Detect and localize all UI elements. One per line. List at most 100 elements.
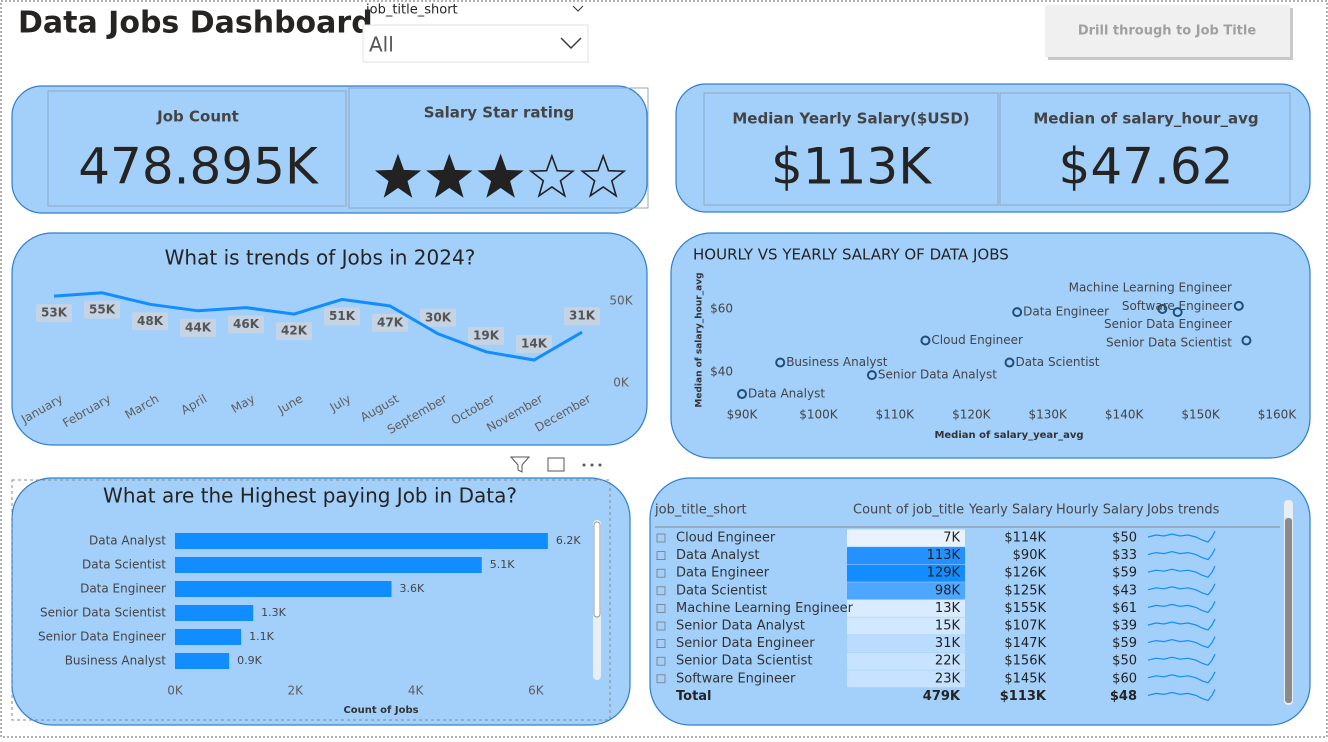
star-filled (426, 153, 473, 198)
column-header: Count of job_title (853, 503, 964, 518)
star-filled (374, 153, 422, 198)
x-tick-label: $90K (727, 408, 759, 422)
table-cell: 98K (935, 583, 961, 598)
kpi-panel (11, 85, 648, 214)
filter-dropdown[interactable] (362, 24, 589, 63)
y-tick-label: 0K (613, 376, 630, 390)
table-cell: $107K (1004, 619, 1046, 634)
table-cell: $114K (1004, 531, 1046, 546)
x-tick-label: 2K (288, 684, 305, 698)
kpi-box (47, 90, 347, 207)
sparkline (1147, 618, 1216, 631)
total-cell: Total (676, 689, 712, 704)
chart-title: What are the Highest paying Job in Data? (103, 484, 517, 508)
expand-icon (656, 568, 666, 578)
data-label: 6.2K (556, 534, 581, 547)
expand-icon (656, 604, 666, 613)
count-cell (847, 599, 965, 617)
point (866, 370, 877, 381)
dropdown-chevron[interactable] (560, 37, 582, 49)
selection-frame (11, 479, 611, 721)
bar (175, 581, 392, 597)
filter-chevron[interactable] (572, 5, 584, 12)
data-label: 47K (377, 315, 404, 329)
table-cell: Software Engineer (676, 671, 796, 686)
data-label-bg (564, 307, 600, 326)
y-tick-label: Senior Data Engineer (38, 630, 166, 644)
kpi-title: Median of salary_hour_avg (1033, 110, 1258, 128)
y-tick-label: Senior Data Scientist (40, 606, 166, 620)
data-label-bg (516, 335, 552, 354)
bar (175, 533, 548, 549)
kpi-title: Median Yearly Salary($USD) (732, 110, 969, 128)
filter-label: job_title_short (365, 3, 458, 18)
filter-value[interactable]: All (369, 33, 394, 57)
point (737, 389, 747, 400)
point-label: Software Engineer (1122, 299, 1232, 313)
column-header: Jobs trends (1146, 503, 1220, 518)
sparkline (1147, 689, 1216, 702)
kpi-panel (675, 83, 1311, 213)
dashboard-title: Data Jobs Dashboard (18, 6, 373, 41)
more-icon[interactable] (598, 463, 602, 467)
count-cell (847, 547, 965, 565)
data-label-bg (228, 315, 264, 334)
data-label: 53K (41, 306, 68, 320)
table-cell: $155K (1004, 601, 1046, 616)
x-tick-label: $140K (1105, 408, 1145, 422)
more-icon[interactable] (582, 463, 586, 467)
point-label: Data Engineer (1023, 305, 1109, 319)
data-label-bg (276, 322, 312, 341)
filter-icon[interactable] (509, 456, 531, 473)
star-empty (580, 153, 627, 198)
data-label: 0.9K (237, 654, 262, 667)
sparkline (1147, 671, 1216, 684)
sparkline (1147, 653, 1216, 666)
table-cell: Senior Data Engineer (676, 636, 815, 651)
table-cell: $125K (1004, 583, 1046, 598)
point-label: Senior Data Engineer (1104, 317, 1232, 331)
bar (175, 605, 254, 621)
chart-title: HOURLY VS YEARLY SALARY OF DATA JOBS (693, 246, 1009, 264)
count-cell (847, 529, 965, 547)
table-cell: Machine Learning Engineer (676, 601, 854, 616)
column-header: Hourly Salary (1056, 503, 1144, 518)
point-label: Machine Learning Engineer (1069, 281, 1232, 295)
y-tick-label: Business Analyst (65, 654, 167, 668)
table-cell: Senior Data Analyst (676, 619, 805, 634)
y-tick-label: Data Analyst (89, 534, 166, 548)
point-label: Cloud Engineer (931, 333, 1023, 347)
sparkline (1147, 601, 1216, 614)
x-axis-title: Count of Jobs (343, 705, 418, 716)
scrollbar-thumb[interactable] (1285, 518, 1292, 703)
data-label: 42K (281, 324, 308, 338)
table-cell: $90K (1013, 548, 1047, 563)
y-axis-title: Median of salary_hour_avg (695, 272, 705, 407)
table-cell: 31K (935, 636, 961, 651)
chart-title: What is trends of Jobs in 2024? (165, 246, 476, 270)
x-tick-label: $150K (1181, 408, 1221, 422)
drill-button-label[interactable]: Drill through to Job Title (1078, 24, 1257, 39)
drill-button[interactable] (1045, 5, 1290, 57)
scatter-panel (670, 232, 1311, 459)
star-filled (477, 153, 524, 198)
table-cell: $60 (1112, 671, 1137, 686)
focus-icon[interactable] (547, 457, 565, 472)
table-cell: Data Analyst (676, 548, 759, 563)
total-cell: 479K (923, 689, 961, 704)
table-cell: 23K (935, 671, 961, 686)
table-cell: $156K (1004, 654, 1046, 669)
data-label-bg (84, 300, 120, 319)
x-tick-label: $130K (1029, 408, 1069, 422)
point (1157, 304, 1168, 314)
data-label: 31K (569, 309, 596, 323)
table-cell: $33 (1112, 548, 1137, 563)
more-icon[interactable] (590, 463, 594, 467)
table-cell: 15K (935, 619, 961, 634)
scrollbar-thumb[interactable] (593, 521, 601, 618)
expand-icon (656, 656, 666, 666)
expand-icon (656, 551, 666, 560)
table-cell: 129K (927, 566, 961, 581)
kpi-value: 478.895K (78, 138, 319, 196)
